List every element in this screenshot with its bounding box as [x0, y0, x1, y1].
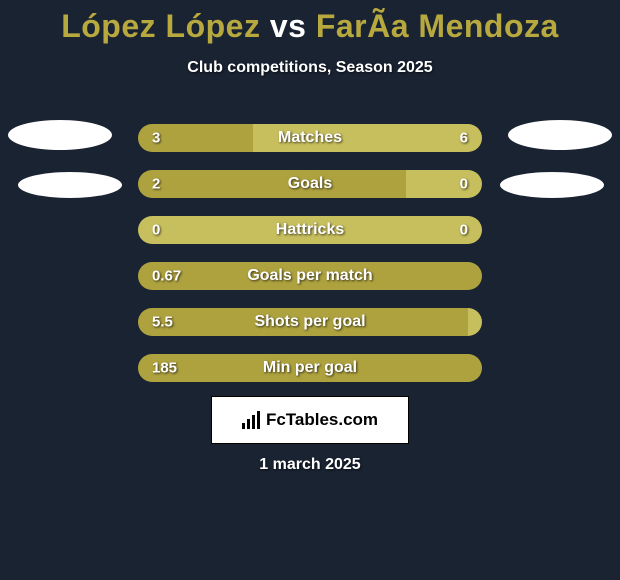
stat-value-left: 0.67 — [152, 268, 181, 285]
stats-bars: Matches 3 6 Goals 2 0 Hattricks 0 0 Goals per mat… — [138, 124, 482, 400]
stat-bar-right — [468, 308, 482, 336]
player1-country-logo — [18, 172, 122, 198]
stat-row: Goals per match 0.67 — [138, 262, 482, 290]
player2-team-logo — [508, 120, 612, 150]
stat-row: Min per goal 185 — [138, 354, 482, 382]
player2-country-logo — [500, 172, 604, 198]
subtitle: Club competitions, Season 2025 — [0, 59, 620, 77]
brand-text: FcTables.com — [266, 410, 378, 430]
stat-value-left: 185 — [152, 360, 177, 377]
stat-bar-right — [406, 170, 482, 198]
stat-label: Matches — [278, 129, 342, 147]
stat-row: Shots per goal 5.5 — [138, 308, 482, 336]
stat-row: Goals 2 0 — [138, 170, 482, 198]
stat-value-left: 3 — [152, 130, 160, 147]
comparison-title: López López vs FarÃ­a Mendoza — [0, 0, 620, 45]
player1-team-logo — [8, 120, 112, 150]
player2-name: FarÃ­a Mendoza — [316, 8, 559, 44]
stat-value-left: 5.5 — [152, 314, 173, 331]
vs-separator: vs — [270, 8, 307, 44]
stat-label: Hattricks — [276, 221, 344, 239]
stat-value-right: 0 — [460, 176, 468, 193]
footer-date: 1 march 2025 — [0, 456, 620, 474]
player1-name: López López — [61, 8, 260, 44]
stat-value-left: 0 — [152, 222, 160, 239]
stat-label: Goals — [288, 175, 332, 193]
stat-label: Shots per goal — [254, 313, 365, 331]
stat-label: Min per goal — [263, 359, 357, 377]
stat-value-right: 0 — [460, 222, 468, 239]
stat-bar-left — [138, 170, 406, 198]
stat-row: Hattricks 0 0 — [138, 216, 482, 244]
stat-value-right: 6 — [460, 130, 468, 147]
stat-value-left: 2 — [152, 176, 160, 193]
stat-label: Goals per match — [247, 267, 372, 285]
stat-row: Matches 3 6 — [138, 124, 482, 152]
brand-box[interactable]: FcTables.com — [211, 396, 409, 444]
brand-bars-icon — [242, 411, 260, 429]
